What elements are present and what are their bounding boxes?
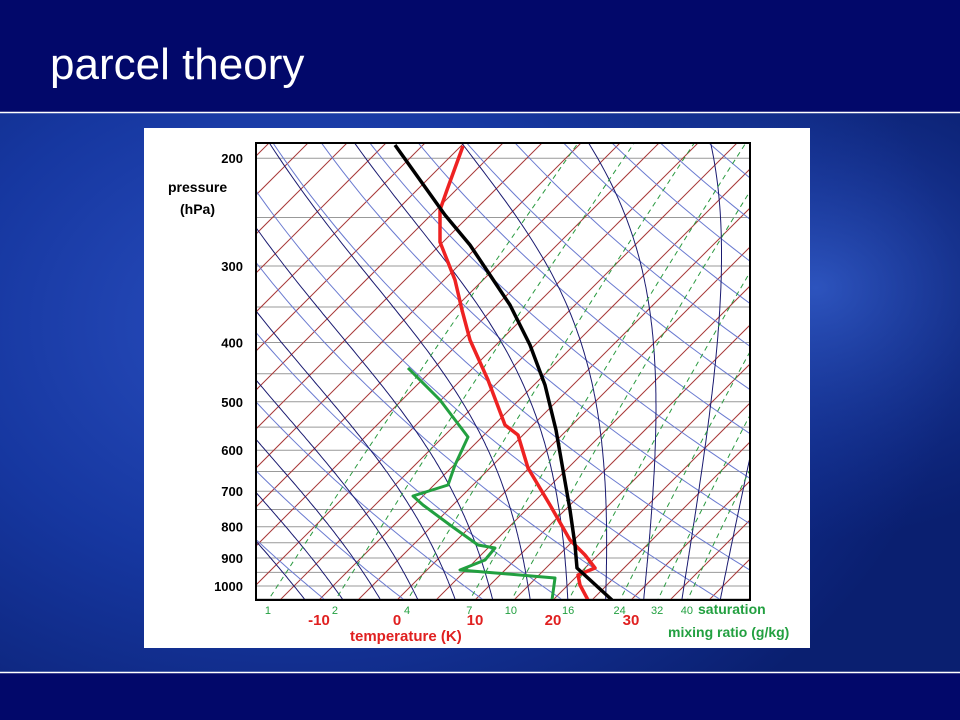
parcel-path <box>393 143 614 600</box>
plot-frame <box>255 142 751 601</box>
moist-adiabat <box>256 540 306 600</box>
moist-adiabat <box>256 310 456 600</box>
pressure-label: 800 <box>221 520 243 535</box>
temperature-profile <box>438 145 597 600</box>
isotherm <box>256 143 582 469</box>
mixing-ratio-label: 4 <box>404 605 410 617</box>
isotherm <box>256 143 348 235</box>
isotherm <box>256 143 465 352</box>
temperature-axis-title: temperature (K) <box>350 628 462 645</box>
isotherm <box>256 143 387 274</box>
mixing-ratio-label: 40 <box>681 605 693 617</box>
footer-band <box>0 672 960 720</box>
mixing-ratio-label: 10 <box>505 605 517 617</box>
dry-adiabat <box>256 469 406 600</box>
moist-adiabat <box>719 454 750 600</box>
mixing-ratio-label: 1 <box>265 605 271 617</box>
dry-adiabat <box>256 401 485 600</box>
mixing-ratio-line <box>267 143 579 600</box>
pressure-axis-title: (hPa) <box>180 201 215 217</box>
moist-adiabat <box>256 438 382 600</box>
isotherm <box>357 207 750 600</box>
isotherm <box>474 324 750 600</box>
pressure-label: 200 <box>221 151 243 166</box>
mixing-ratio-line <box>568 271 750 600</box>
pressure-label: 600 <box>221 443 243 458</box>
isotherm <box>256 143 621 508</box>
isotherm <box>396 246 750 600</box>
pressure-label: 500 <box>221 395 243 410</box>
temperature-label: 30 <box>623 612 640 629</box>
mixing-ratio-title: mixing ratio (g/kg) <box>668 624 789 640</box>
temperature-label: 10 <box>467 612 484 629</box>
pressure-label: 900 <box>221 551 243 566</box>
pressure-axis-title: pressure <box>168 179 227 195</box>
slide-title: parcel theory <box>50 40 304 89</box>
dry-adiabat <box>272 143 750 571</box>
temperature-label: -10 <box>308 612 330 629</box>
pressure-label: 400 <box>221 335 243 350</box>
isotherm <box>256 143 504 391</box>
dry-adiabat <box>417 143 750 435</box>
mixing-ratio-line <box>334 143 635 600</box>
axis-labels: 1 2 4 7 10 16 24 32 4020030040050060070080090010… <box>214 151 693 629</box>
dry-adiabat <box>466 143 750 391</box>
isotherm <box>256 143 426 313</box>
dry-adiabat <box>514 143 750 347</box>
moist-adiabat <box>461 143 608 600</box>
pressure-label: 300 <box>221 259 243 274</box>
moist-adiabat <box>268 143 531 600</box>
isotherm <box>630 480 750 600</box>
mixing-ratio-title: saturation <box>698 601 766 617</box>
temperature-label: 20 <box>545 612 562 629</box>
grid <box>256 143 750 600</box>
isotherm <box>279 143 738 600</box>
mixing-ratio-label: 32 <box>651 605 663 617</box>
isotherm <box>256 143 660 547</box>
isotherm <box>591 441 750 600</box>
dry-adiabat <box>320 143 750 525</box>
dewpoint-profile <box>406 366 557 600</box>
isotherm <box>513 363 750 600</box>
isotherm <box>435 285 750 600</box>
mixing-ratio-label: 16 <box>562 605 574 617</box>
pressure-label: 700 <box>221 484 243 499</box>
moist-adiabat <box>588 143 657 600</box>
moist-adiabat <box>353 143 569 600</box>
mixing-ratio-line <box>406 143 695 600</box>
profiles <box>393 143 614 600</box>
dry-adiabat <box>369 143 750 479</box>
temperature-label: 0 <box>393 612 401 629</box>
mixing-ratio-label: 2 <box>332 605 338 617</box>
mixing-ratio-label: 24 <box>613 605 625 617</box>
isotherm <box>318 168 750 600</box>
moist-adiabat <box>681 143 722 600</box>
mixing-ratio-label: 7 <box>466 605 472 617</box>
skew-t-diagram: pressure (hPa) temperature (K) saturatio… <box>144 128 810 648</box>
pressure-label: 1000 <box>214 579 243 594</box>
moist-adiabat <box>256 491 344 600</box>
dry-adiabat <box>256 261 643 600</box>
dry-adiabat <box>256 538 326 600</box>
isotherm <box>256 143 543 430</box>
moist-adiabat <box>256 379 419 600</box>
isotherm <box>552 402 750 600</box>
dry-adiabat <box>256 331 564 600</box>
isotherm <box>256 143 699 586</box>
title-band <box>0 0 960 112</box>
isotherm <box>669 519 750 600</box>
mixing-ratio-line <box>510 190 750 600</box>
